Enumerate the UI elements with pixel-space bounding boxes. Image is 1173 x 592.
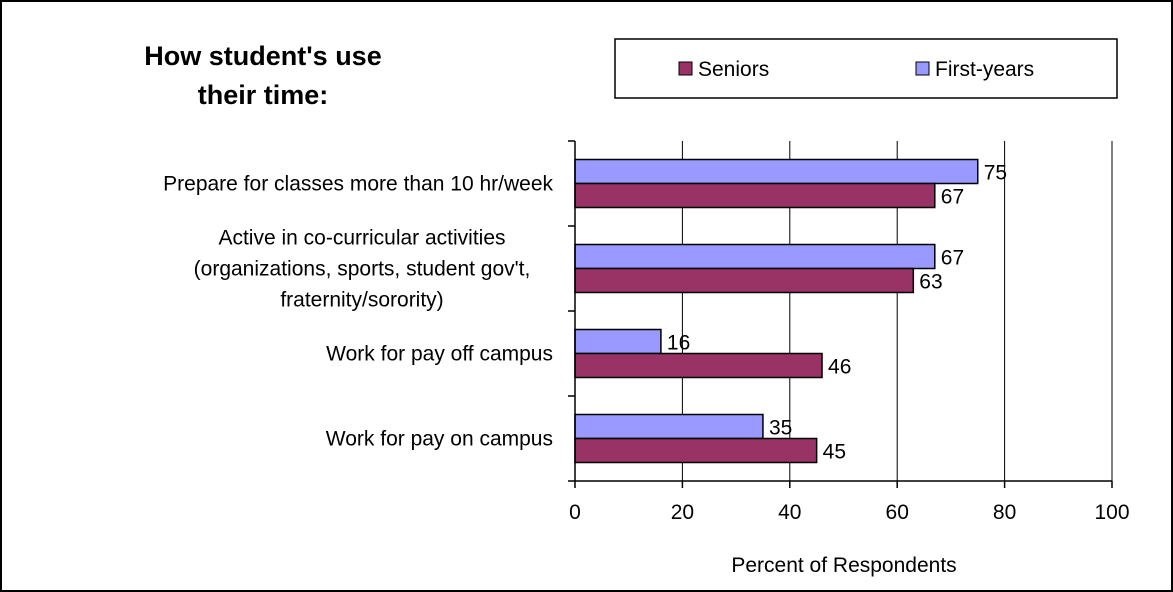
- legend-label-seniors: Seniors: [698, 58, 769, 81]
- bar-first-years-3: [574, 413, 764, 440]
- x-tick-label-40: 40: [778, 501, 801, 524]
- category-label-0-line-0: Prepare for classes more than 10 hr/week: [163, 173, 553, 196]
- category-label-1-line-1: (organizations, sports, student gov't,: [194, 258, 531, 281]
- bar-seniors-1: [574, 267, 915, 294]
- x-tick-label-100: 100: [1094, 501, 1129, 524]
- category-label-1-line-2: fraternity/sorority): [280, 289, 443, 312]
- chart-title-line-2: their time:: [198, 80, 329, 110]
- category-label-1-line-0: Active in co-curricular activities: [218, 227, 505, 250]
- x-tick-label-80: 80: [993, 501, 1016, 524]
- bar-seniors-2: [574, 352, 823, 379]
- data-label-first-years-2: 16: [667, 332, 690, 355]
- x-axis-title: Percent of Respondents: [731, 554, 956, 577]
- legend: Seniors First-years: [614, 38, 1118, 99]
- data-label-seniors-0: 67: [941, 186, 964, 209]
- chart-title: How student's use their time:: [144, 41, 381, 110]
- bar-first-years-0: [574, 158, 979, 185]
- x-tick-label-0: 0: [569, 501, 581, 524]
- data-label-first-years-1: 67: [941, 247, 964, 270]
- x-tick-label-60: 60: [886, 501, 909, 524]
- bar-first-years-2: [574, 328, 662, 355]
- category-label-3-line-0: Work for pay on campus: [326, 428, 553, 451]
- data-label-first-years-0: 75: [984, 162, 1007, 185]
- data-label-seniors-2: 46: [828, 356, 851, 379]
- bar-first-years-1: [574, 243, 936, 270]
- legend-swatch-first-years: [915, 61, 930, 76]
- bar-seniors-0: [574, 182, 936, 209]
- legend-swatch-seniors: [678, 61, 693, 76]
- data-label-first-years-3: 35: [769, 417, 792, 440]
- data-label-seniors-3: 45: [823, 441, 846, 464]
- category-label-2-line-0: Work for pay off campus: [326, 343, 553, 366]
- data-label-seniors-1: 63: [919, 271, 942, 294]
- x-tick-label-20: 20: [671, 501, 694, 524]
- bar-seniors-3: [574, 437, 818, 464]
- plot-area: 75 67 Prepare for classes more than 10 hr/…: [163, 140, 1130, 524]
- legend-box: [614, 38, 1118, 99]
- chart-title-line-1: How student's use: [144, 41, 381, 71]
- legend-label-first-years: First-years: [935, 58, 1034, 81]
